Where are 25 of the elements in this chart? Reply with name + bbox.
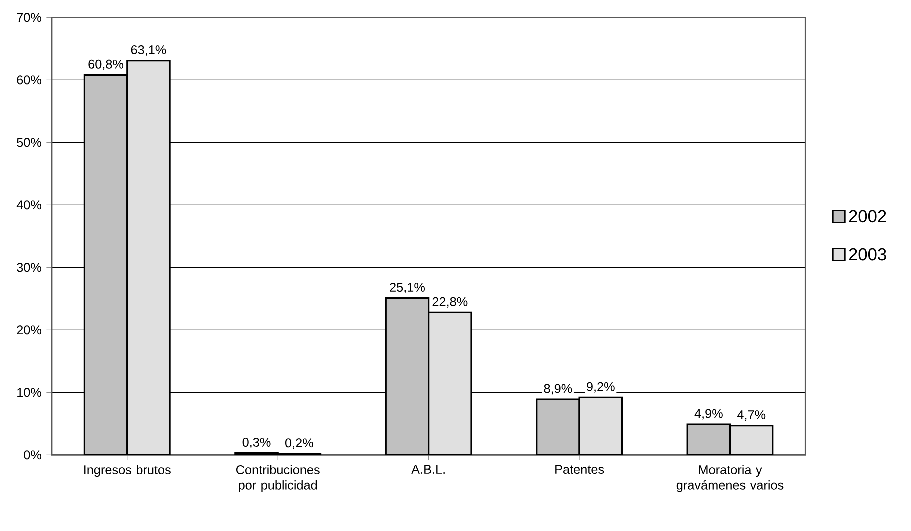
y-tick-label: 70%	[17, 13, 42, 22]
data-label: 9,2%	[587, 382, 615, 393]
y-tick-label: 20%	[17, 326, 42, 335]
data-label: 4,9%	[694, 409, 723, 420]
y-tick-label: 40%	[16, 200, 42, 210]
data-label: 60,8%	[88, 60, 124, 70]
y-tick-label: 0%	[24, 450, 42, 460]
x-tick-label: Contribuciones por publicidad	[236, 465, 320, 492]
x-tick-label: Patentes	[556, 465, 604, 474]
data-label: 25,1%	[390, 282, 425, 294]
y-tick-label: 30%	[17, 263, 42, 272]
legend-label: 2002	[849, 210, 886, 222]
data-label: 0,3%	[242, 438, 271, 448]
data-label: 0,2%	[286, 438, 314, 450]
data-label: 22,8%	[432, 297, 468, 308]
y-tick-label: 60%	[17, 76, 42, 85]
x-tick-label: Moratoria y gravámenes varios	[676, 465, 784, 492]
data-label: 8,9%	[544, 384, 572, 395]
y-tick-label: 10%	[18, 388, 42, 398]
data-label: 4,7%	[737, 410, 766, 421]
x-tick-label: Ingresos brutos	[84, 465, 171, 477]
y-tick-label: 50%	[17, 138, 42, 148]
data-label: 63,1%	[131, 45, 166, 56]
legend-label: 2003	[849, 248, 886, 261]
x-tick-label: A.B.L.	[412, 465, 445, 474]
